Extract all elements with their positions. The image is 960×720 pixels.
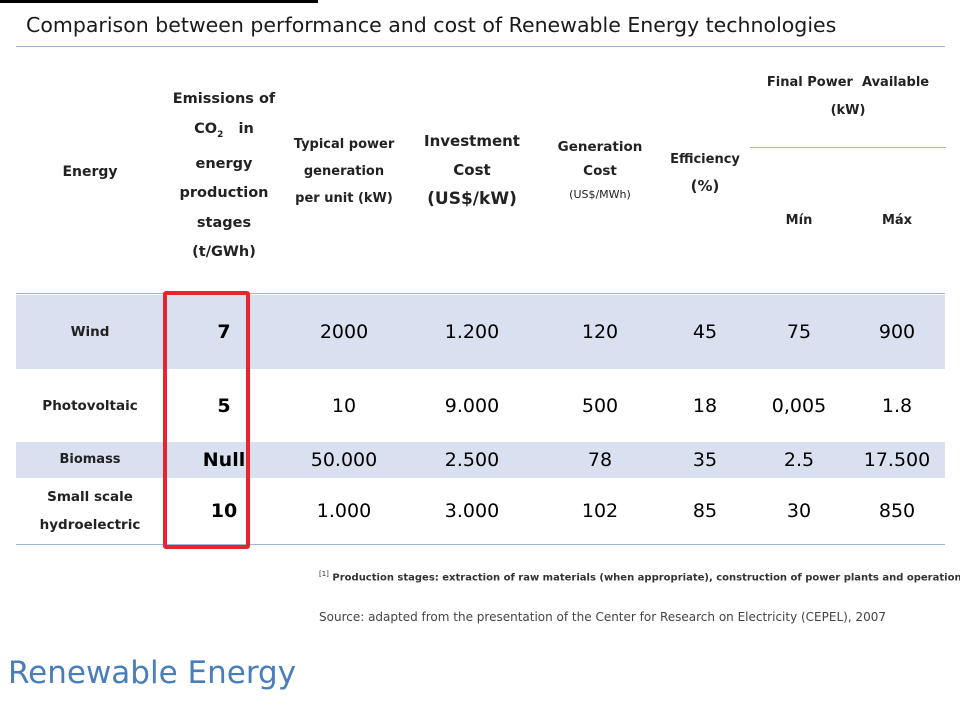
header-typical-line: generation bbox=[303, 164, 385, 179]
table-row: Wind 7 2000 1.200 120 45 75 900 bbox=[16, 295, 945, 369]
header-emissions-line: CO2 in bbox=[164, 115, 284, 150]
header-divider bbox=[16, 293, 945, 294]
cell-max: 900 bbox=[878, 321, 916, 343]
cell-generation: 102 bbox=[581, 500, 619, 522]
header-generation-line: Cost bbox=[583, 163, 617, 179]
cell-generation: 500 bbox=[581, 394, 619, 417]
header-investment-line: Cost bbox=[453, 161, 491, 179]
header-investment-line: Investment bbox=[424, 132, 520, 150]
header-final-power: Final Power Available (kW) bbox=[750, 69, 946, 125]
header-generation-cost: Generation Cost (US$/MWh) bbox=[540, 135, 660, 207]
slide-title: Comparison between performance and cost … bbox=[26, 13, 837, 37]
header-emissions-co: CO bbox=[194, 120, 218, 137]
header-min: Mín bbox=[785, 213, 813, 228]
cell-min: 0,005 bbox=[771, 394, 827, 417]
header-investment-line: (US$/kW) bbox=[427, 189, 517, 209]
cell-max: 17.500 bbox=[863, 449, 931, 471]
header-max: Máx bbox=[881, 213, 913, 228]
table-row: Photovoltaic 5 10 9.000 500 18 0,005 1.8 bbox=[16, 369, 945, 442]
cell-efficiency: 85 bbox=[692, 500, 718, 522]
header-emissions-line: stages bbox=[196, 214, 252, 231]
brand-label: Renewable Energy bbox=[8, 655, 297, 691]
cell-investment: 1.200 bbox=[444, 321, 500, 343]
table-row: Biomass Null 50.000 2.500 78 35 2.5 17.5… bbox=[16, 442, 945, 478]
footnote: [1] Production stages: extraction of raw… bbox=[319, 570, 960, 583]
header-energy: Energy bbox=[62, 164, 118, 180]
cell-typical: 10 bbox=[331, 394, 357, 417]
cell-generation: 120 bbox=[581, 321, 619, 343]
cell-investment: 9.000 bbox=[444, 394, 500, 417]
cell-investment: 3.000 bbox=[444, 500, 500, 522]
cell-typical: 2000 bbox=[319, 321, 369, 343]
table-row: Small scale hydroelectric 10 1.000 3.000… bbox=[16, 478, 945, 544]
table-bottom-divider bbox=[16, 544, 945, 545]
header-efficiency-line: Efficiency bbox=[670, 152, 740, 167]
source-note: Source: adapted from the presentation of… bbox=[319, 610, 886, 624]
header-final-line: Final Power Available bbox=[766, 75, 930, 90]
header-final-line: (kW) bbox=[830, 103, 866, 118]
cell-energy: Wind bbox=[70, 324, 110, 340]
cell-generation: 78 bbox=[587, 449, 613, 471]
cell-min: 30 bbox=[786, 500, 812, 522]
header-emissions-in: in bbox=[238, 120, 254, 137]
cell-emissions: 5 bbox=[217, 394, 231, 417]
cell-energy: Small scale hydroelectric bbox=[39, 489, 141, 533]
footnote-marker: [1] bbox=[319, 570, 329, 578]
cell-investment: 2.500 bbox=[444, 449, 500, 471]
header-typical-power: Typical power generation per unit (kW) bbox=[284, 131, 404, 212]
header-emissions-line: (t/GWh) bbox=[192, 244, 256, 261]
cell-typical: 1.000 bbox=[316, 500, 372, 522]
cell-energy: Photovoltaic bbox=[42, 397, 138, 414]
header-generation-line: Generation bbox=[557, 139, 643, 155]
cell-emissions: 10 bbox=[210, 500, 238, 522]
cell-emissions: Null bbox=[202, 449, 246, 471]
header-generation-line: (US$/MWh) bbox=[569, 188, 631, 201]
header-typical-line: Typical power bbox=[293, 137, 395, 152]
header-emissions-line: energy bbox=[195, 155, 253, 172]
cell-min: 2.5 bbox=[783, 449, 815, 471]
header-emissions-subscript: 2 bbox=[217, 129, 224, 140]
cell-efficiency: 45 bbox=[692, 321, 718, 343]
header-efficiency-line: (%) bbox=[690, 177, 720, 195]
title-divider bbox=[16, 46, 945, 47]
cell-efficiency: 35 bbox=[692, 449, 718, 471]
header-emissions: Emissions of CO2 in energy production st… bbox=[164, 85, 284, 268]
emissions-highlight-box bbox=[163, 291, 250, 549]
header-emissions-line: Emissions of bbox=[172, 91, 276, 107]
top-accent-line bbox=[0, 0, 318, 3]
header-emissions-line: production bbox=[179, 185, 269, 202]
cell-energy: Biomass bbox=[59, 452, 121, 467]
footnote-text: Production stages: extraction of raw mat… bbox=[328, 572, 960, 584]
header-investment-cost: Investment Cost (US$/kW) bbox=[404, 127, 540, 214]
cell-typical: 50.000 bbox=[310, 449, 378, 471]
header-efficiency: Efficiency (%) bbox=[660, 146, 750, 200]
cell-max: 1.8 bbox=[881, 394, 913, 417]
cell-emissions: 7 bbox=[217, 321, 231, 343]
cell-efficiency: 18 bbox=[692, 394, 718, 417]
cell-min: 75 bbox=[786, 321, 812, 343]
final-power-subheader-divider bbox=[750, 147, 946, 148]
header-typical-line: per unit (kW) bbox=[295, 191, 393, 206]
cell-max: 850 bbox=[878, 500, 916, 522]
